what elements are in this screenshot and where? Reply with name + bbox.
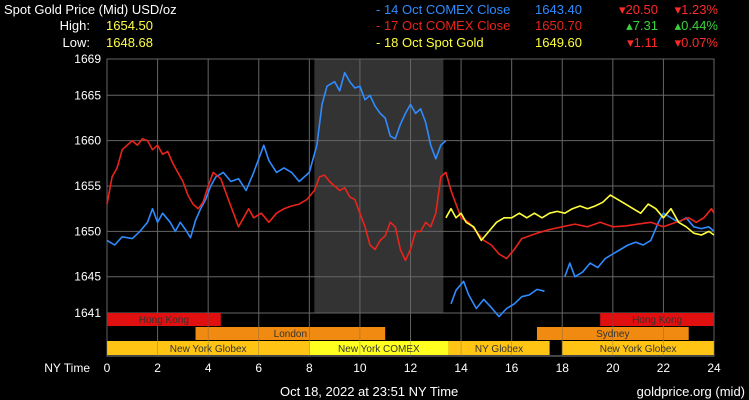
- x-tick-label: 10: [353, 361, 367, 375]
- y-tick-label: 1669: [74, 52, 101, 66]
- session-label: New York COMEX: [338, 344, 420, 355]
- x-tick-label: 18: [556, 361, 570, 375]
- legend-14oct-label: - 14 Oct COMEX Close: [376, 2, 511, 17]
- series-14oct-line: [106, 71, 447, 246]
- legend-18oct-label: - 18 Oct Spot Gold: [376, 35, 484, 50]
- legend-17oct-change: ▴7.31: [626, 18, 658, 33]
- high-label: High:: [59, 18, 90, 33]
- x-tick-label: 6: [255, 361, 262, 375]
- session-bar: [562, 341, 714, 355]
- chart-timestamp: Oct 18, 2022 at 23:51 NY Time: [280, 384, 459, 399]
- session-bar: [107, 313, 221, 326]
- session-label: Hong Kong: [139, 315, 189, 326]
- legend-14oct-pct: ▾1.23%: [674, 2, 718, 17]
- session-bar: [448, 341, 550, 355]
- x-tick-label: 0: [104, 361, 111, 375]
- legend-18oct-change: ▾1.11: [627, 35, 658, 50]
- session-label: New York Globex: [600, 344, 677, 355]
- legend-17oct-price: 1650.70: [535, 18, 582, 33]
- session-label: Hong Kong: [632, 315, 682, 326]
- legend-17oct-pct: ▴0.44%: [674, 18, 718, 33]
- session-bar: [195, 327, 386, 340]
- x-tick-label: 2: [154, 361, 161, 375]
- y-tick-label: 1650: [74, 224, 101, 238]
- series-17oct-line: [106, 138, 715, 262]
- high-value: 1654.50: [106, 18, 153, 33]
- x-tick-label: 22: [657, 361, 671, 375]
- x-tick-label: 16: [505, 361, 519, 375]
- series-14oct-line: [450, 280, 545, 318]
- x-tick-label: 24: [707, 361, 721, 375]
- low-value: 1648.68: [106, 35, 153, 50]
- x-tick-label: 12: [404, 361, 418, 375]
- legend-14oct-change: ▾20.50: [618, 2, 658, 17]
- session-bar: [309, 341, 449, 355]
- x-tick-label: 8: [306, 361, 313, 375]
- session-label: London: [274, 329, 307, 340]
- legend-17oct-label: - 17 Oct COMEX Close: [376, 18, 511, 33]
- y-tick-label: 1645: [74, 270, 101, 284]
- low-label: Low:: [62, 35, 90, 50]
- session-label: NY Globex: [475, 344, 523, 355]
- legend-18oct-price: 1649.60: [535, 35, 582, 50]
- x-tick-label: 20: [606, 361, 620, 375]
- data-source: goldprice.org (mid): [636, 384, 745, 399]
- y-tick-label: 1665: [74, 88, 101, 102]
- series-14oct-line: [564, 212, 715, 278]
- legend-18oct-pct: ▾0.07%: [674, 35, 718, 50]
- legend-14oct-price: 1643.40: [535, 2, 582, 17]
- y-tick-label: 1660: [74, 134, 101, 148]
- x-axis-label: NY Time: [44, 361, 90, 375]
- y-tick-label: 1641: [74, 306, 101, 320]
- session-bar: [600, 313, 714, 326]
- y-tick-label: 1655: [74, 179, 101, 193]
- x-tick-label: 14: [454, 361, 468, 375]
- series-18oct-line: [445, 194, 715, 242]
- chart-title: Spot Gold Price (Mid) USD/oz: [4, 2, 177, 17]
- x-tick-label: 4: [205, 361, 212, 375]
